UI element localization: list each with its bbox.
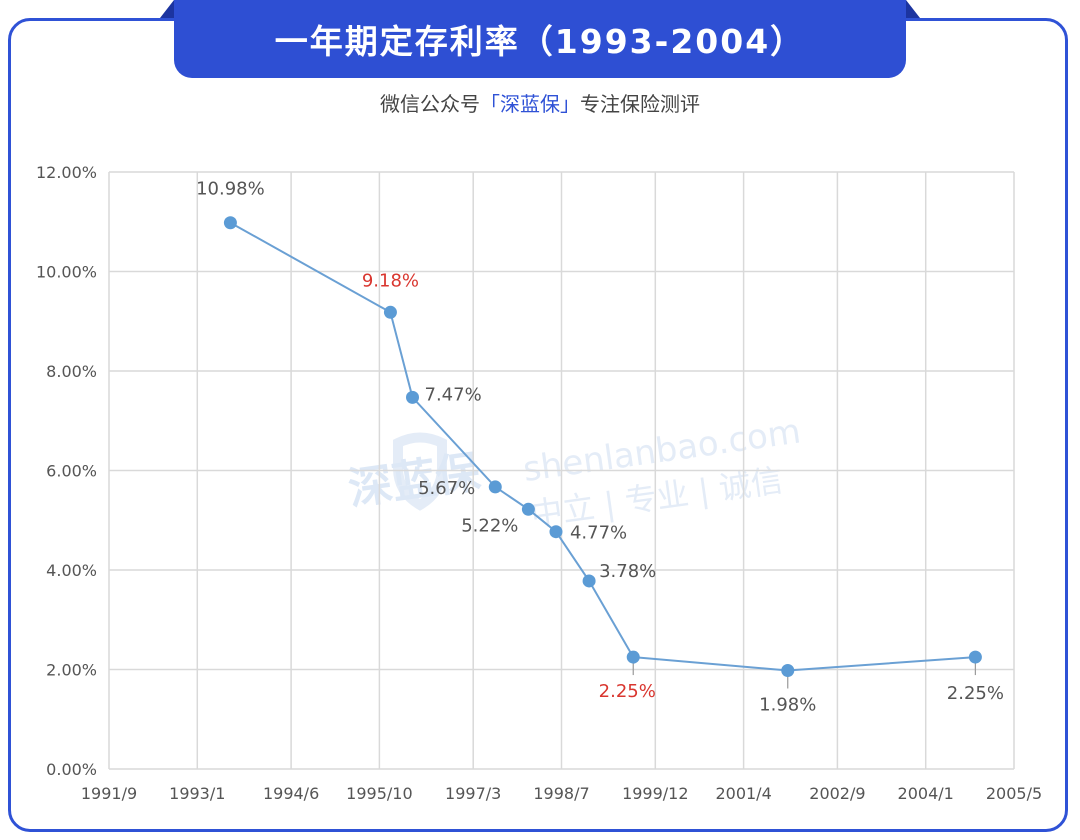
data-label: 2.25%: [947, 683, 1004, 704]
y-tick-label: 10.00%: [36, 263, 97, 282]
x-tick-label: 1993/1: [169, 784, 225, 803]
x-tick-label: 1997/3: [445, 784, 501, 803]
data-label: 2.25%: [599, 681, 656, 702]
subtitle-prefix: 微信公众号: [380, 92, 480, 116]
data-label: 1.98%: [759, 694, 816, 715]
data-point: [383, 305, 397, 319]
y-tick-label: 2.00%: [46, 661, 97, 680]
x-tick-label: 1991/9: [81, 784, 137, 803]
data-point: [223, 216, 237, 230]
data-point: [488, 480, 502, 494]
x-tick-label: 1994/6: [263, 784, 319, 803]
x-tick-label: 2004/1: [898, 784, 954, 803]
x-tick-label: 1999/12: [622, 784, 688, 803]
x-tick-label: 2001/4: [715, 784, 771, 803]
data-point: [406, 390, 420, 404]
chart-title: 一年期定存利率（1993-2004）: [274, 22, 806, 61]
subtitle-suffix: 专注保险测评: [580, 92, 700, 116]
y-tick-label: 4.00%: [46, 561, 97, 580]
data-point: [521, 502, 535, 516]
data-label: 7.47%: [425, 384, 482, 405]
chart-card-frame: [8, 18, 1068, 832]
data-point: [626, 650, 640, 664]
data-label: 5.22%: [461, 515, 518, 536]
x-tick-label: 2002/9: [809, 784, 865, 803]
subtitle: 微信公众号「深蓝保」专注保险测评: [0, 88, 1080, 117]
x-tick-label: 2005/5: [986, 784, 1042, 803]
x-tick-label: 1998/7: [533, 784, 589, 803]
data-label: 9.18%: [362, 270, 419, 291]
series-line: [229, 221, 976, 672]
data-point: [781, 663, 795, 677]
watermark-shield-icon: [393, 432, 447, 511]
data-point: [549, 525, 563, 539]
subtitle-brand: 「深蓝保」: [480, 92, 580, 116]
title-banner: 一年期定存利率（1993-2004）: [160, 0, 920, 78]
y-tick-label: 8.00%: [46, 362, 97, 381]
data-label: 3.78%: [599, 561, 656, 582]
data-point: [968, 650, 982, 664]
x-tick-label: 1995/10: [346, 784, 412, 803]
y-tick-label: 6.00%: [46, 462, 97, 481]
y-tick-label: 12.00%: [36, 163, 97, 182]
data-label: 10.98%: [196, 179, 265, 200]
y-tick-label: 0.00%: [46, 760, 97, 779]
data-point: [582, 574, 596, 588]
data-label: 5.67%: [418, 478, 475, 499]
data-label: 4.77%: [570, 523, 627, 544]
